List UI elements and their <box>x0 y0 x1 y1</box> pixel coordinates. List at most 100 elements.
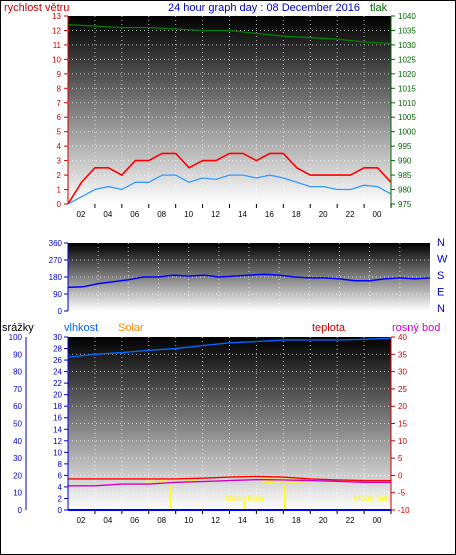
chart1-x-tick-label: 02 <box>76 210 85 219</box>
chart1-x-tick-label: 22 <box>346 210 355 219</box>
chart1-right-axis: 975 980 985 990 995 1000 1005 1010 1015 1020 1025 1… <box>390 12 416 209</box>
chart1-x-tick-label: 14 <box>238 210 247 219</box>
chart3-x-tick-label: 22 <box>346 516 355 525</box>
chart1-left-tick-label: 9 <box>57 70 62 79</box>
chart1-left-tick-label: 10 <box>52 55 61 64</box>
chart3-x-tick-label: 12 <box>211 516 220 525</box>
chart3-humidity-tick-label: 16 <box>53 414 62 423</box>
chart1-right-tick-label: 1020 <box>398 70 416 79</box>
chart3-series-line <box>68 475 391 482</box>
chart3-humidity-tick-label: 26 <box>53 356 62 365</box>
chart3-temp-tick-label: 30 <box>398 368 407 377</box>
chart3-humidity-tick-label: 14 <box>53 425 62 434</box>
chart3-x-tick-label: 00 <box>373 516 382 525</box>
chart1-right-tick-label: 990 <box>398 157 412 166</box>
chart3-temp-tick-label: 40 <box>398 333 407 342</box>
chart3-temp-tick-label: 35 <box>398 350 407 359</box>
chart3-rain-tick-label: 40 <box>13 437 22 446</box>
chart1-right-tick-label: 1040 <box>398 12 416 21</box>
chart1-right-tick-label: 1010 <box>398 99 416 108</box>
chart3-x-tick-label: 20 <box>319 516 328 525</box>
chart3-rain-tick-label: 100 <box>9 333 23 342</box>
chart3-sun-event-label: východ slunce <box>145 476 196 485</box>
chart3-moon-event-label: Moon Rise <box>225 494 264 503</box>
chart3-x-tick-label: 02 <box>76 516 85 525</box>
chart3-series-line <box>67 337 392 358</box>
chart1-right-tick-label: 1035 <box>398 26 416 35</box>
chart1-right-tick-label: 1000 <box>398 128 416 137</box>
chart3-temp-tick-label: -10 <box>398 506 410 515</box>
chart1-left-tick-label: 3 <box>57 157 62 166</box>
chart3-rain-tick-label: 10 <box>13 489 22 498</box>
chart2-series <box>67 273 431 289</box>
chart3-x-tick-label: 08 <box>157 516 166 525</box>
chart1-x-tick-label: 00 <box>373 210 382 219</box>
temperature-axis-title: teplota <box>312 322 346 334</box>
chart3-rain-tick-label: 60 <box>13 402 22 411</box>
chart3-x-tick-label: 16 <box>265 516 274 525</box>
chart1-x-tick-label: 18 <box>292 210 301 219</box>
chart1-x-tick-label: 12 <box>211 210 220 219</box>
chart3-humidity-tick-label: 6 <box>58 471 63 480</box>
chart3-temp-tick-label: 5 <box>398 454 403 463</box>
chart1-right-tick-label: 1005 <box>398 113 416 122</box>
chart1-right-tick-label: 1015 <box>398 84 416 93</box>
chart1-left-tick-label: 0 <box>57 200 62 209</box>
chart3-rain-tick-label: 90 <box>13 350 22 359</box>
chart1-x-tick-label: 06 <box>130 210 139 219</box>
chart1-left-tick-label: 4 <box>57 142 62 151</box>
chart1-x-tick-label: 08 <box>157 210 166 219</box>
chart2-left-tick-label: 0 <box>58 307 63 316</box>
chart1-x-tick-label: 20 <box>319 210 328 219</box>
chart3-x-tick-label: 18 <box>292 516 301 525</box>
chart3-temp-tick-label: 10 <box>398 437 407 446</box>
chart1-series-line <box>67 174 392 205</box>
chart1-right-tick-label: 1025 <box>398 55 416 64</box>
chart1-left-tick-label: 12 <box>52 26 61 35</box>
chart1-left-tick-label: 8 <box>57 84 62 93</box>
dewpoint-axis-title: rosný bod <box>392 322 440 334</box>
chart3-humidity-tick-label: 20 <box>53 391 62 400</box>
chart3-humidity-tick-label: 2 <box>58 494 63 503</box>
rain-axis-title: srážky <box>2 322 34 334</box>
chart1-x-tick-label: 16 <box>265 210 274 219</box>
chart1-right-tick-label: 985 <box>398 171 412 180</box>
chart2-grid <box>68 243 430 311</box>
chart3-rain-axis: 0 10 20 30 40 50 60 70 80 90 100 <box>9 333 27 515</box>
chart1-left-tick-label: 6 <box>57 113 62 122</box>
chart1-x-axis: 02 04 06 08 10 12 14 16 18 20 22 00 <box>76 204 392 219</box>
chart3-humidity-tick-label: 4 <box>58 483 63 492</box>
chart1-left-tick-label: 1 <box>57 186 62 195</box>
chart1-series-line <box>67 24 392 45</box>
chart3-temp-tick-label: 0 <box>398 471 403 480</box>
chart3-temp-axis: -10 -5 0 5 10 15 20 25 30 35 40 <box>390 333 410 515</box>
chart2-left-axis: 0 90 180 270 360 <box>49 239 69 316</box>
chart3-temp-tick-label: 25 <box>398 385 407 394</box>
page-title: 24 hour graph day : 08 December 2016 <box>168 2 360 14</box>
pressure-axis-title: tlak <box>370 2 388 14</box>
chart3-humidity-tick-label: 24 <box>53 368 62 377</box>
chart1-right-tick-label: 995 <box>398 142 412 151</box>
chart3-humidity-tick-label: 18 <box>53 402 62 411</box>
chart1-left-tick-label: 5 <box>57 128 62 137</box>
chart1-right-tick-label: 980 <box>398 186 412 195</box>
chart1-series <box>67 24 392 205</box>
chart3-rain-tick-label: 0 <box>18 506 23 515</box>
chart2-left-tick-label: 90 <box>53 290 62 299</box>
chart1-right-tick-label: 1030 <box>398 41 416 50</box>
chart2-compass-label: N <box>437 237 445 249</box>
chart2-compass-label: W <box>437 254 448 266</box>
chart1-right-tick-label: 975 <box>398 200 412 209</box>
chart2-left-tick-label: 360 <box>49 239 63 248</box>
chart3-rain-tick-label: 70 <box>13 385 22 394</box>
chart1-x-tick-label: 04 <box>103 210 112 219</box>
chart3-humidity-tick-label: 30 <box>53 333 62 342</box>
humidity-axis-title: vlhkost <box>64 322 98 334</box>
